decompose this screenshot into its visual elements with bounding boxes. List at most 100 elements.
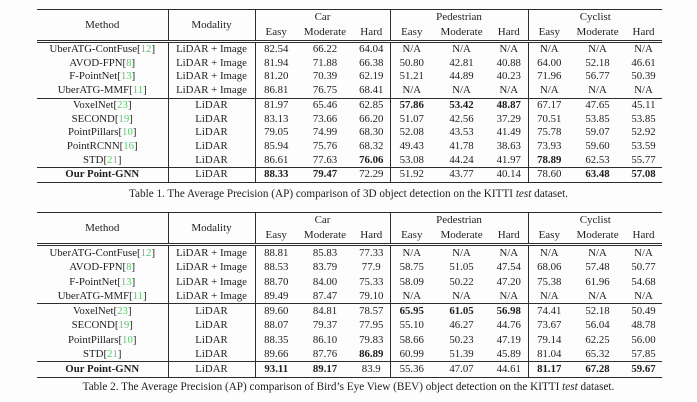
table-row: Our Point-GNN LiDAR 93.11 89.17 83.9 55.36 47.… [37,361,663,378]
method-name: UberATG-ContFuse [49,247,138,259]
method-cell: Our Point-GNN [37,167,169,183]
col-header-cyclist-easy: Easy [528,228,571,246]
citation-ref[interactable]: 8 [126,261,132,274]
citation-ref[interactable]: 11 [132,289,144,302]
value-cell: 67.17 [528,97,571,113]
modality-cell: LiDAR [168,97,256,113]
value-cell: 78.60 [528,167,571,183]
method-name: PointPillars [68,333,119,346]
value-cell: N/A [402,289,422,302]
citation-ref[interactable]: 21 [107,348,118,361]
citation-ref[interactable]: 10 [122,333,133,346]
value-cell: 59.60 [585,139,610,152]
method-name: F-PointNet [69,70,118,83]
value-cell: 51.39 [449,348,474,361]
citation-ref[interactable]: 12 [140,247,152,259]
table-row: STD[21] LiDAR 89.66 87.76 86.89 60.99 51.39 45.… [37,347,662,362]
caption-emphasis: test [562,381,578,393]
value-cell: 42.56 [449,112,474,125]
value-cell: 74.99 [312,126,338,139]
table-row: VoxelNet[23] LiDAR 89.60 84.81 78.57 65.95 61.… [37,303,663,319]
table-body: UberATG-ContFuse[12] LiDAR + Image 82.54 66… [37,41,663,183]
table-row: SECOND[19] LiDAR 83.13 73.66 66.20 51.07 42.56… [37,112,662,127]
col-header-cyclist-moderate: Moderate [570,25,626,43]
value-cell: 89.49 [264,289,289,302]
value-cell: 71.96 [537,70,562,83]
value-cell: 44.24 [449,153,474,166]
citation-ref[interactable]: 13 [120,275,132,288]
value-cell: 47.65 [570,97,626,113]
table-row: UberATG-MMF[11] LiDAR + Image 86.81 76.75 68… [37,84,662,99]
value-cell: 52.18 [570,303,626,319]
col-header-group-pedestrian: Pedestrian [390,212,529,228]
value-cell: 77.95 [353,318,391,333]
col-header-cyclist-easy: Easy [528,25,571,43]
method-cell: AVOD-FPN[8] [37,56,169,71]
value-cell: 51.07 [399,112,424,125]
value-cell: 56.98 [490,303,529,319]
citation-ref[interactable]: 12 [140,43,152,55]
value-cell: 53.08 [399,153,424,166]
value-cell: 46.61 [631,56,656,69]
value-cell: 64.04 [353,41,391,57]
value-cell: 47.54 [490,260,529,275]
method-name: Our Point-GNN [65,168,140,181]
modality-cell: LiDAR [168,318,256,333]
col-header-pedestrian-easy: Easy [390,25,434,43]
citation-ref[interactable]: 8 [126,56,132,69]
value-cell: 81.94 [264,56,289,69]
value-cell: 40.23 [490,70,529,85]
method-cell: SECOND[19] [37,318,169,333]
value-cell: 43.53 [449,126,474,139]
citation-ref[interactable]: 21 [107,153,118,166]
value-cell: 66.20 [353,112,391,127]
citation-ref[interactable]: 11 [132,84,144,97]
value-cell: 79.10 [353,288,391,304]
value-cell: 85.94 [264,139,289,152]
method-name: F-PointNet [69,275,118,288]
value-cell: 83.13 [264,112,289,125]
value-cell: 79.14 [537,333,562,346]
value-cell: 84.00 [312,275,338,288]
col-header-modality: Modality [168,9,256,43]
value-cell: 77.9 [353,260,391,275]
table-row: PointRCNN[16] LiDAR 85.94 75.76 68.32 49.43 41… [37,139,662,154]
value-cell: N/A [490,244,529,261]
modality-cell: LiDAR + Image [168,274,256,289]
value-cell: 51.21 [399,70,424,83]
value-cell: 86.10 [312,333,338,346]
value-cell: 45.89 [490,347,529,362]
table-row: F-PointNet[13] LiDAR + Image 88.70 84.00 75.… [37,274,662,289]
method-name: SECOND [71,319,115,332]
method-name: VoxelNet [72,305,114,318]
value-cell: 40.14 [490,167,529,183]
citation-ref[interactable]: 16 [123,139,135,152]
value-cell: 66.38 [353,56,391,71]
ap-3d-detection-table: Method Modality Car Pedestrian Cyclist Easy Mo… [37,9,663,184]
citation-ref[interactable]: 23 [117,305,128,318]
value-cell: 65.95 [390,303,434,319]
value-cell: 75.76 [312,139,338,152]
value-cell: 75.38 [537,275,562,288]
citation-ref[interactable]: 19 [118,319,130,332]
value-cell: 88.35 [264,333,289,346]
citation-ref[interactable]: 13 [120,70,132,83]
value-cell: N/A [539,247,559,259]
value-cell: 56.00 [631,333,656,346]
citation-ref[interactable]: 10 [122,126,133,139]
value-cell: 89.66 [264,348,289,361]
value-cell: N/A [539,43,559,55]
citation-ref[interactable]: 19 [118,112,130,125]
method-name: Our Point-GNN [65,363,140,376]
value-cell: 86.61 [264,153,289,166]
value-cell: N/A [634,289,653,302]
value-cell: N/A [402,84,422,97]
citation-ref[interactable]: 23 [117,98,128,111]
value-cell: 60.99 [399,348,424,361]
value-cell: N/A [452,247,471,259]
modality-cell: LiDAR + Image [168,70,256,85]
value-cell: 87.47 [312,289,338,302]
value-cell: 70.39 [312,70,338,83]
col-header-cyclist-hard: Hard [625,25,663,43]
value-cell: 89.17 [297,361,353,378]
